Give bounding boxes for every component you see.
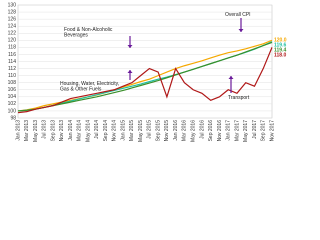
annotation-arrowhead bbox=[238, 29, 244, 32]
x-tick-label: Jul 2013 bbox=[42, 120, 48, 139]
value-label: 119.6 bbox=[274, 43, 286, 49]
y-tick-label: 124 bbox=[8, 24, 17, 30]
y-tick-label: 120 bbox=[8, 38, 17, 44]
x-tick-label: Mar 2013 bbox=[24, 120, 30, 141]
x-tick-label: Mar 2016 bbox=[182, 120, 188, 141]
x-tick-label: Jan 2014 bbox=[68, 120, 74, 141]
y-tick-label: 116 bbox=[8, 52, 16, 58]
x-tick-label: May 2016 bbox=[191, 120, 197, 142]
chart: 9810010210410610811011211411611812012212… bbox=[8, 2, 287, 142]
y-tick-label: 118 bbox=[8, 45, 16, 51]
y-tick-label: 122 bbox=[8, 31, 17, 37]
x-tick-label: Nov 2016 bbox=[217, 120, 223, 142]
x-tick-label: Jan 2016 bbox=[173, 120, 179, 141]
x-tick-label: May 2015 bbox=[138, 120, 144, 142]
x-tick-label: Mar 2014 bbox=[77, 120, 83, 141]
x-tick-label: Mar 2015 bbox=[129, 120, 135, 141]
y-tick-label: 126 bbox=[8, 16, 17, 22]
y-tick-label: 104 bbox=[8, 94, 17, 100]
x-tick-label: Sep 2014 bbox=[103, 120, 109, 142]
x-tick-label: Jan 2017 bbox=[226, 120, 232, 141]
y-tick-label: 128 bbox=[8, 9, 17, 15]
y-tick-label: 110 bbox=[8, 73, 16, 79]
x-tick-label: Jul 2014 bbox=[94, 120, 100, 139]
x-tick-label: Jan 2015 bbox=[120, 120, 126, 141]
x-tick-label: Nov 2014 bbox=[112, 120, 118, 142]
y-tick-label: 108 bbox=[8, 80, 17, 86]
x-tick-label: Sep 2017 bbox=[261, 120, 267, 142]
x-tick-label: Jul 2016 bbox=[199, 120, 205, 139]
y-tick-label: 130 bbox=[8, 2, 17, 8]
y-tick-label: 114 bbox=[8, 59, 16, 65]
annotation-arrowhead bbox=[127, 45, 133, 48]
annotation-arrowhead bbox=[127, 70, 133, 73]
x-tick-label: Jul 2017 bbox=[252, 120, 258, 139]
x-tick-label: Sep 2016 bbox=[208, 120, 214, 142]
y-tick-label: 98 bbox=[10, 115, 16, 121]
y-tick-label: 102 bbox=[8, 101, 17, 107]
x-tick-label: May 2013 bbox=[33, 120, 39, 142]
x-tick-label: Sep 2013 bbox=[50, 120, 56, 142]
x-tick-label: Mar 2017 bbox=[234, 120, 240, 141]
x-tick-label: Nov 2015 bbox=[164, 120, 170, 142]
x-tick-label: Jul 2015 bbox=[147, 120, 153, 139]
series-annotation: Housing, Water, Electricity, Gas & Other … bbox=[60, 81, 119, 93]
x-tick-label: Sep 2015 bbox=[155, 120, 161, 142]
value-label: 120.0 bbox=[274, 38, 287, 44]
series-annotation: Overall CPI bbox=[225, 12, 251, 18]
annotation-arrowhead bbox=[228, 76, 234, 79]
series-annotation: Food & Non-Alcoholic Beverages bbox=[64, 27, 113, 39]
x-tick-label: Nov 2013 bbox=[59, 120, 65, 142]
x-tick-label: Jan 2013 bbox=[15, 120, 21, 141]
x-tick-label: Nov 2017 bbox=[269, 120, 275, 142]
series-annotation: Transport bbox=[228, 95, 250, 101]
value-label: 118.0 bbox=[274, 53, 286, 59]
x-tick-label: May 2014 bbox=[85, 120, 91, 142]
series-line bbox=[17, 47, 273, 114]
x-tick-label: May 2017 bbox=[243, 120, 249, 142]
value-label: 119.4 bbox=[274, 48, 286, 54]
y-tick-label: 112 bbox=[8, 66, 16, 72]
series-line bbox=[17, 41, 273, 112]
y-tick-label: 100 bbox=[8, 108, 17, 114]
y-tick-label: 106 bbox=[8, 87, 17, 93]
